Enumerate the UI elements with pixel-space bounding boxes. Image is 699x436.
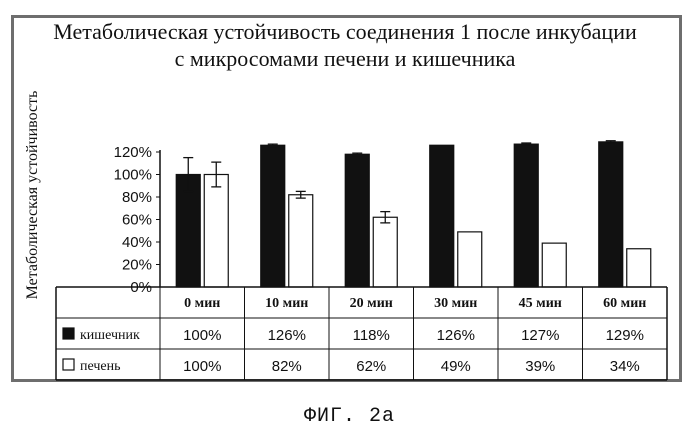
bar-intestine xyxy=(345,154,369,287)
data-cell: 126% xyxy=(437,327,475,344)
data-cell: 100% xyxy=(183,327,221,344)
data-cell: 49% xyxy=(441,358,471,375)
legend-label: кишечник xyxy=(80,328,140,343)
y-tick-label: 40% xyxy=(122,234,152,251)
y-tick-label: 20% xyxy=(122,257,152,274)
data-cell: 129% xyxy=(606,327,644,344)
category-label: 20 мин xyxy=(350,296,393,311)
data-cell: 118% xyxy=(353,327,390,344)
y-tick-label: 120% xyxy=(114,144,152,161)
data-cell: 127% xyxy=(521,327,559,344)
bar-intestine xyxy=(430,145,454,287)
bar-liver xyxy=(204,175,228,288)
data-cell: 100% xyxy=(183,358,221,375)
bar-liver xyxy=(458,232,482,287)
legend-key-intestine xyxy=(63,328,74,339)
figure-caption: ФИГ. 2а xyxy=(0,405,699,428)
bar-liver xyxy=(373,217,397,287)
y-tick-label: 80% xyxy=(122,189,152,206)
category-label: 30 мин xyxy=(434,296,477,311)
category-label: 10 мин xyxy=(265,296,308,311)
data-cell: 62% xyxy=(356,358,386,375)
data-cell: 34% xyxy=(610,358,640,375)
y-tick-label: 60% xyxy=(122,212,152,229)
legend-key-liver xyxy=(63,359,74,370)
y-tick-label: 100% xyxy=(114,167,152,184)
bar-intestine xyxy=(261,145,285,287)
bar-liver xyxy=(542,243,566,287)
bar-liver xyxy=(289,195,313,287)
bar-intestine xyxy=(514,144,538,287)
data-cell: 126% xyxy=(268,327,306,344)
data-cell: 82% xyxy=(272,358,302,375)
bar-liver xyxy=(627,249,651,287)
category-label: 0 мин xyxy=(184,296,220,311)
category-label: 45 мин xyxy=(519,296,562,311)
category-label: 60 мин xyxy=(603,296,646,311)
data-cell: 39% xyxy=(525,358,555,375)
bar-intestine xyxy=(599,142,623,287)
legend-label: печень xyxy=(80,359,121,374)
